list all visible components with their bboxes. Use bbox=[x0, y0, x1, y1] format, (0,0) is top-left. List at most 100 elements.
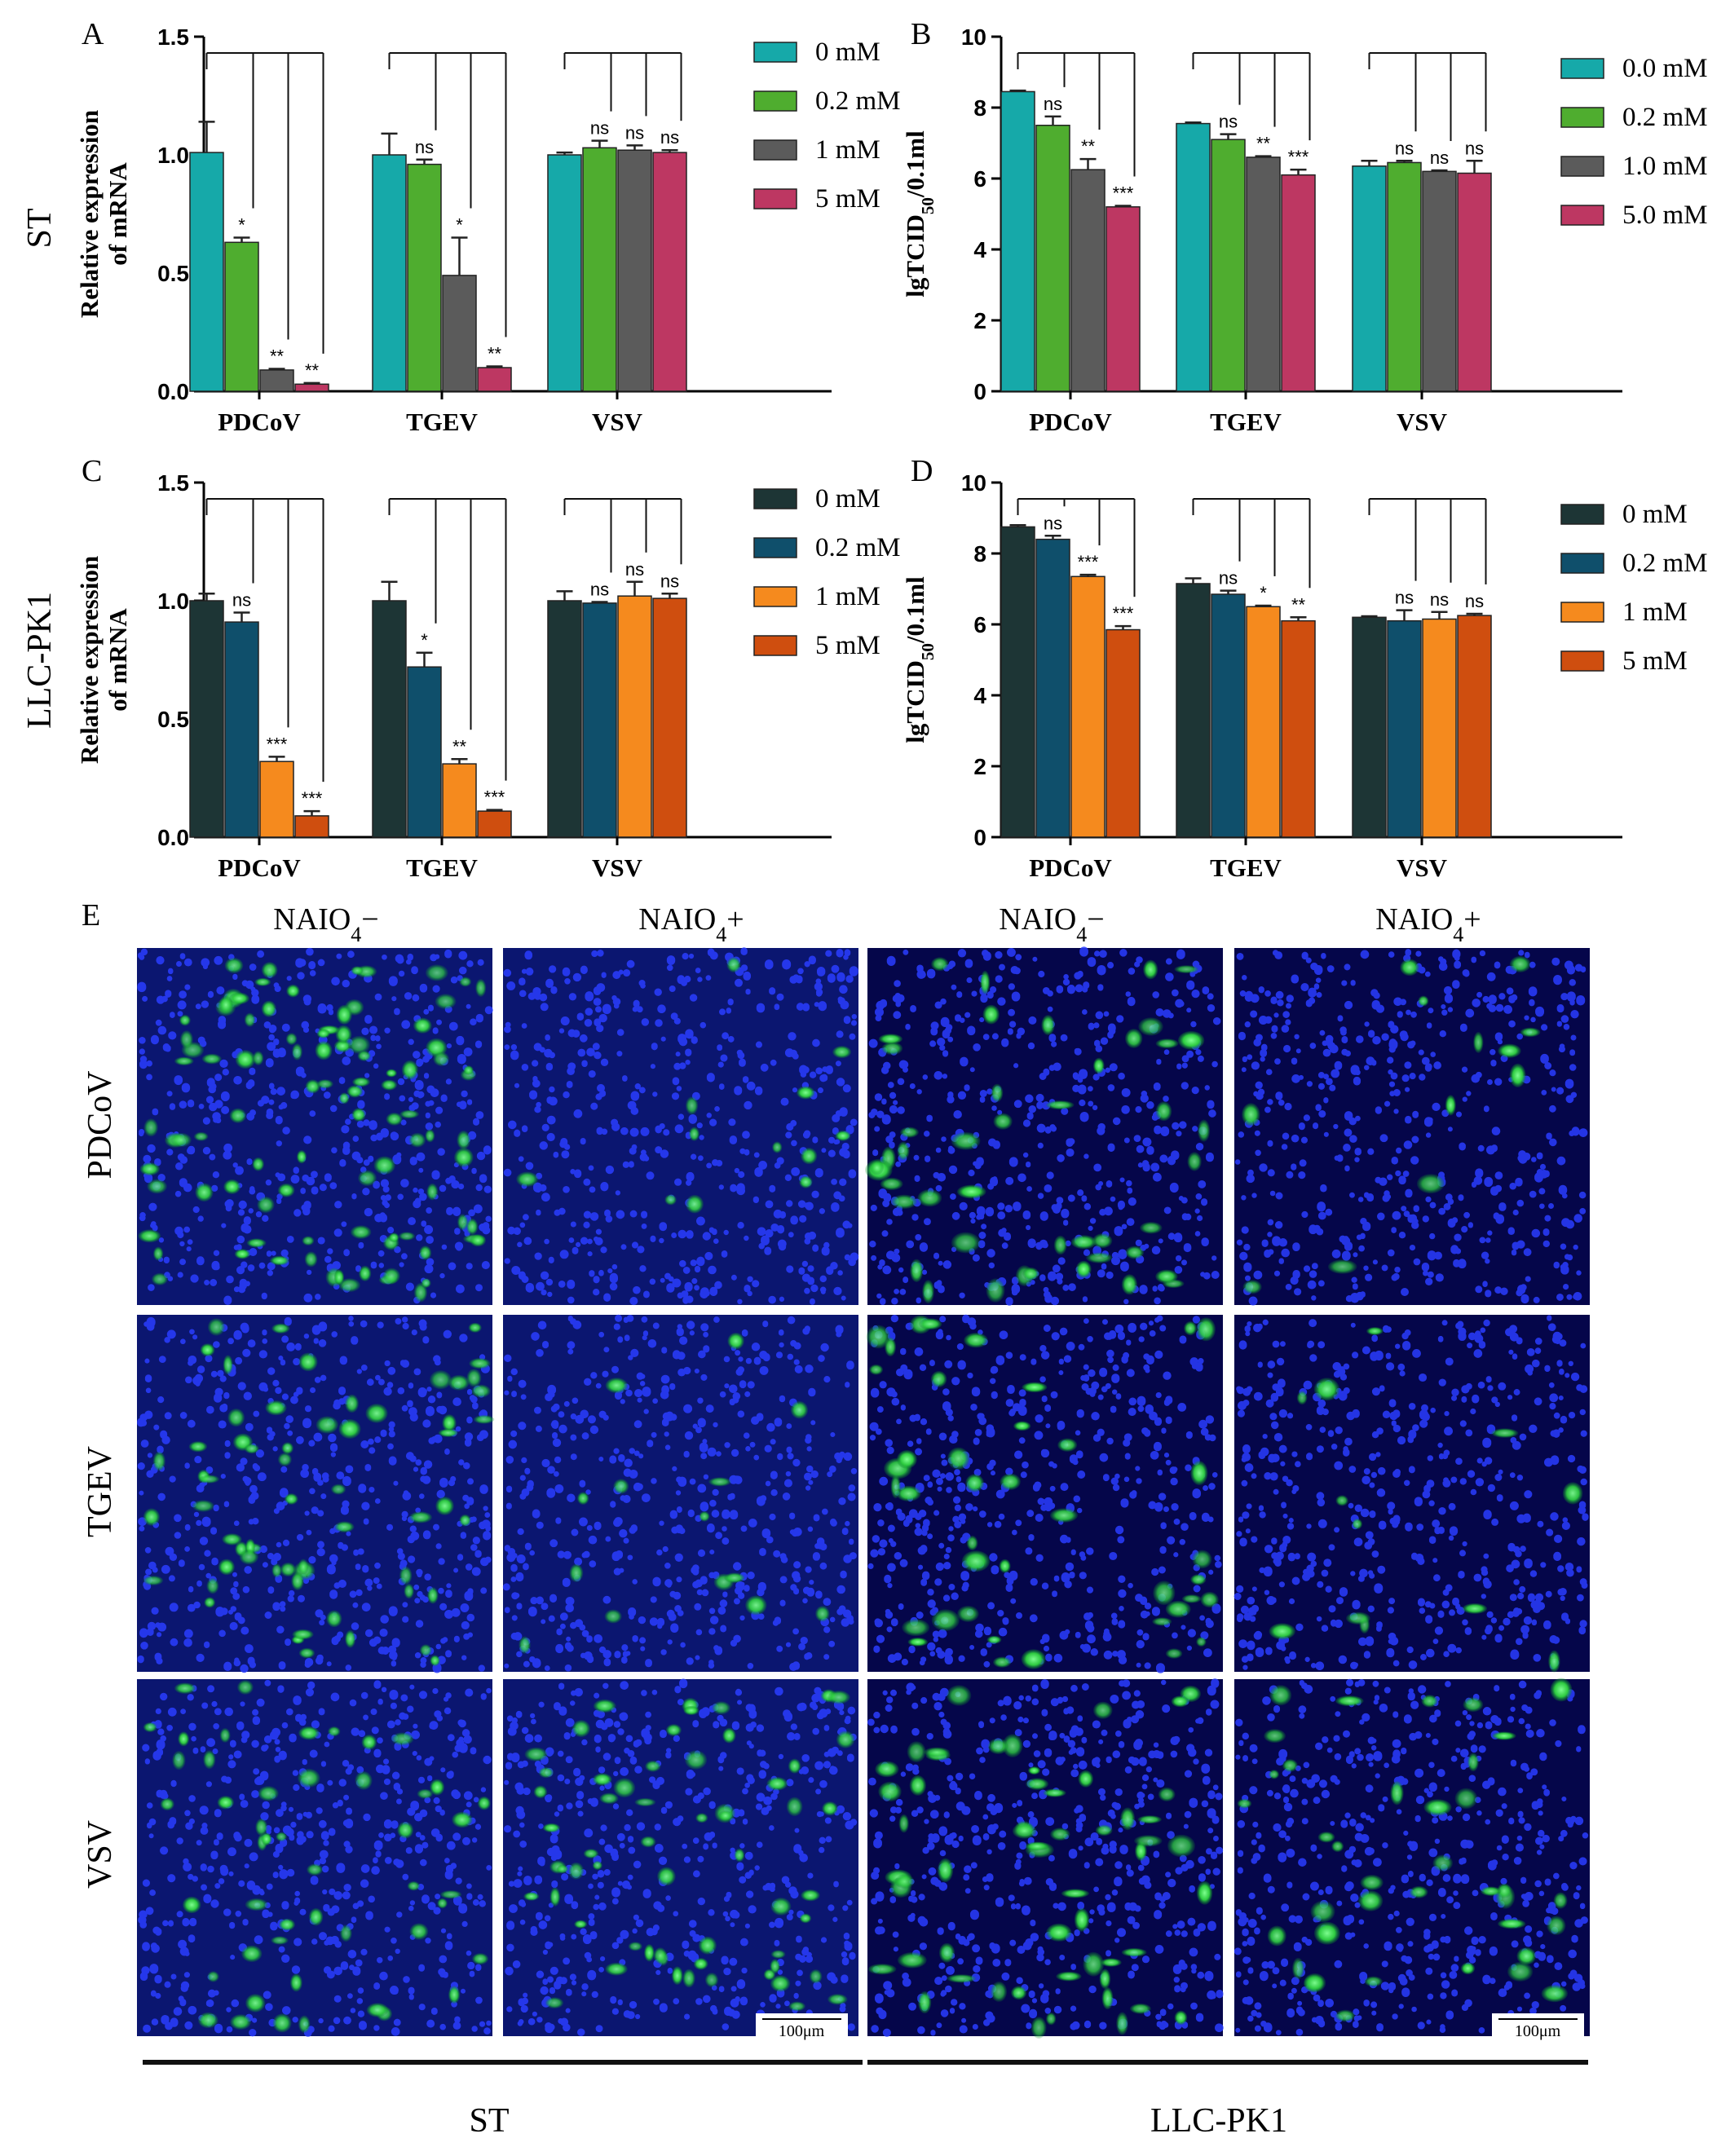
legend-swatch bbox=[1560, 602, 1604, 623]
bar-tgev-3 bbox=[477, 367, 512, 392]
significance-label: ** bbox=[1256, 134, 1271, 154]
panel-e-micrographs: NAIO4− NAIO4+ NAIO4− NAIO4+ PDCoV TGEV V… bbox=[82, 902, 1590, 2140]
y-tick-label: 1.5 bbox=[157, 24, 189, 50]
bar-pdcov-0 bbox=[1000, 526, 1035, 838]
y-tick-label: 1.0 bbox=[157, 589, 189, 614]
micrograph-row-label-vsv: VSV bbox=[82, 1820, 119, 1889]
bar-tgev-2 bbox=[1246, 157, 1281, 392]
y-tick-label: 2 bbox=[973, 754, 986, 779]
y-tick-label: 0.0 bbox=[157, 379, 189, 404]
column-header-st-naio4-plus: NAIO4+ bbox=[638, 902, 744, 946]
significance-label: ns bbox=[1044, 513, 1062, 533]
legend-swatch bbox=[1560, 58, 1604, 79]
scale-bar-llcpk1: 100μm bbox=[1492, 2013, 1584, 2041]
bar-tgev-3 bbox=[1281, 174, 1316, 392]
legend-swatch bbox=[1560, 553, 1604, 574]
significance-label: * bbox=[238, 215, 245, 236]
significance-label: ns bbox=[1044, 94, 1062, 114]
x-category-vsv: VSV bbox=[1397, 853, 1448, 882]
legend-label: 0.2 mM bbox=[1622, 549, 1708, 578]
bar-tgev-0 bbox=[1176, 583, 1211, 838]
legend-label: 5 mM bbox=[1622, 646, 1688, 676]
y-tick-label: 0 bbox=[973, 379, 986, 404]
y-axis-label-line1: Relative expression bbox=[75, 110, 104, 318]
x-category-tgev: TGEV bbox=[406, 853, 478, 882]
significance-label: * bbox=[421, 630, 428, 650]
legend-label: 0.0 mM bbox=[1622, 54, 1708, 83]
legend-label: 0 mM bbox=[1622, 500, 1688, 529]
significance-label: ** bbox=[305, 360, 320, 381]
legend-swatch bbox=[753, 42, 797, 63]
column-header-st-naio4-minus: NAIO4− bbox=[273, 902, 378, 946]
y-tick-label: 4 bbox=[973, 237, 986, 262]
micrograph-pdcov-1 bbox=[503, 947, 859, 1306]
panel-label-e: E bbox=[82, 898, 100, 933]
legend-swatch bbox=[1560, 205, 1604, 226]
bar-tgev-1 bbox=[1211, 593, 1246, 838]
legend-label: 0.2 mM bbox=[815, 533, 901, 562]
x-category-pdcov: PDCoV bbox=[218, 408, 301, 436]
significance-label: *** bbox=[267, 734, 288, 754]
panel-label-c: C bbox=[82, 454, 102, 488]
bar-pdcov-0 bbox=[1000, 90, 1035, 392]
significance-label: ns bbox=[590, 118, 609, 139]
significance-label: ** bbox=[270, 346, 285, 366]
micrograph-tgev-2 bbox=[866, 1314, 1223, 1673]
y-tick-label: 8 bbox=[973, 541, 986, 567]
y-tick-label: 1.0 bbox=[157, 143, 189, 168]
micrograph-row-label-tgev: TGEV bbox=[82, 1446, 119, 1537]
x-category-vsv: VSV bbox=[592, 853, 643, 882]
legend-swatch bbox=[753, 586, 797, 607]
y-axis-label-line1: Relative expression bbox=[75, 556, 104, 764]
micrograph-vsv-2 bbox=[867, 1678, 1224, 2039]
significance-label: ns bbox=[1430, 148, 1449, 168]
column-header-llcpk1-naio4-plus: NAIO4+ bbox=[1375, 902, 1481, 946]
bar-tgev-2 bbox=[1246, 606, 1281, 838]
significance-label: ** bbox=[1081, 136, 1096, 157]
significance-label: * bbox=[456, 215, 463, 236]
y-tick-label: 0.5 bbox=[157, 261, 189, 286]
significance-label: *** bbox=[1113, 183, 1134, 203]
x-category-tgev: TGEV bbox=[1210, 853, 1282, 882]
micrograph-tgev-3 bbox=[1234, 1315, 1590, 1673]
legend-label: 1.0 mM bbox=[1622, 152, 1708, 181]
bar-tgev-3 bbox=[477, 810, 512, 838]
legend-swatch bbox=[753, 90, 797, 112]
panel-label-d: D bbox=[911, 454, 933, 488]
legend-label: 0 mM bbox=[815, 37, 880, 67]
bar-vsv-1 bbox=[1387, 161, 1422, 392]
legend-swatch bbox=[1560, 156, 1604, 177]
bar-pdcov-0 bbox=[189, 600, 224, 838]
bar-pdcov-3 bbox=[1106, 206, 1141, 392]
bar-pdcov-2 bbox=[1070, 575, 1106, 838]
y-axis-label: lgTCID50/0.1ml bbox=[901, 130, 938, 298]
significance-label: *** bbox=[484, 787, 505, 808]
significance-label: ns bbox=[1465, 591, 1484, 611]
chart-c: 0.0 0.5 1.0 1.5 Relative expression of mRNA ns… bbox=[75, 470, 901, 882]
significance-label: ns bbox=[660, 571, 679, 591]
bar-vsv-1 bbox=[1387, 619, 1422, 838]
bar-vsv-0 bbox=[1352, 165, 1387, 392]
y-tick-label: 10 bbox=[961, 470, 986, 496]
y-tick-label: 4 bbox=[973, 683, 986, 708]
micrograph-pdcov-3 bbox=[1234, 948, 1590, 1306]
significance-label: ** bbox=[1291, 594, 1306, 615]
micrograph-pdcov-0 bbox=[137, 947, 493, 1305]
x-category-pdcov: PDCoV bbox=[218, 853, 301, 882]
significance-label: * bbox=[1260, 583, 1267, 603]
group-label-llcpk1: LLC-PK1 bbox=[1150, 2102, 1287, 2140]
bar-pdcov-3 bbox=[294, 815, 329, 838]
micrograph-grid bbox=[137, 946, 1590, 2039]
micrograph-vsv-3 bbox=[1234, 1678, 1590, 2036]
bar-vsv-3 bbox=[652, 152, 687, 392]
legend-label: 5 mM bbox=[815, 184, 880, 214]
bar-tgev-1 bbox=[407, 666, 442, 838]
y-tick-label: 6 bbox=[973, 166, 986, 192]
bar-vsv-0 bbox=[547, 154, 582, 392]
bar-pdcov-0 bbox=[189, 152, 224, 392]
bar-tgev-2 bbox=[442, 763, 477, 838]
significance-label: ns bbox=[660, 127, 679, 148]
legend-label: 1 mM bbox=[815, 135, 880, 165]
x-category-vsv: VSV bbox=[592, 408, 643, 436]
legend-label: 1 mM bbox=[1622, 597, 1688, 627]
